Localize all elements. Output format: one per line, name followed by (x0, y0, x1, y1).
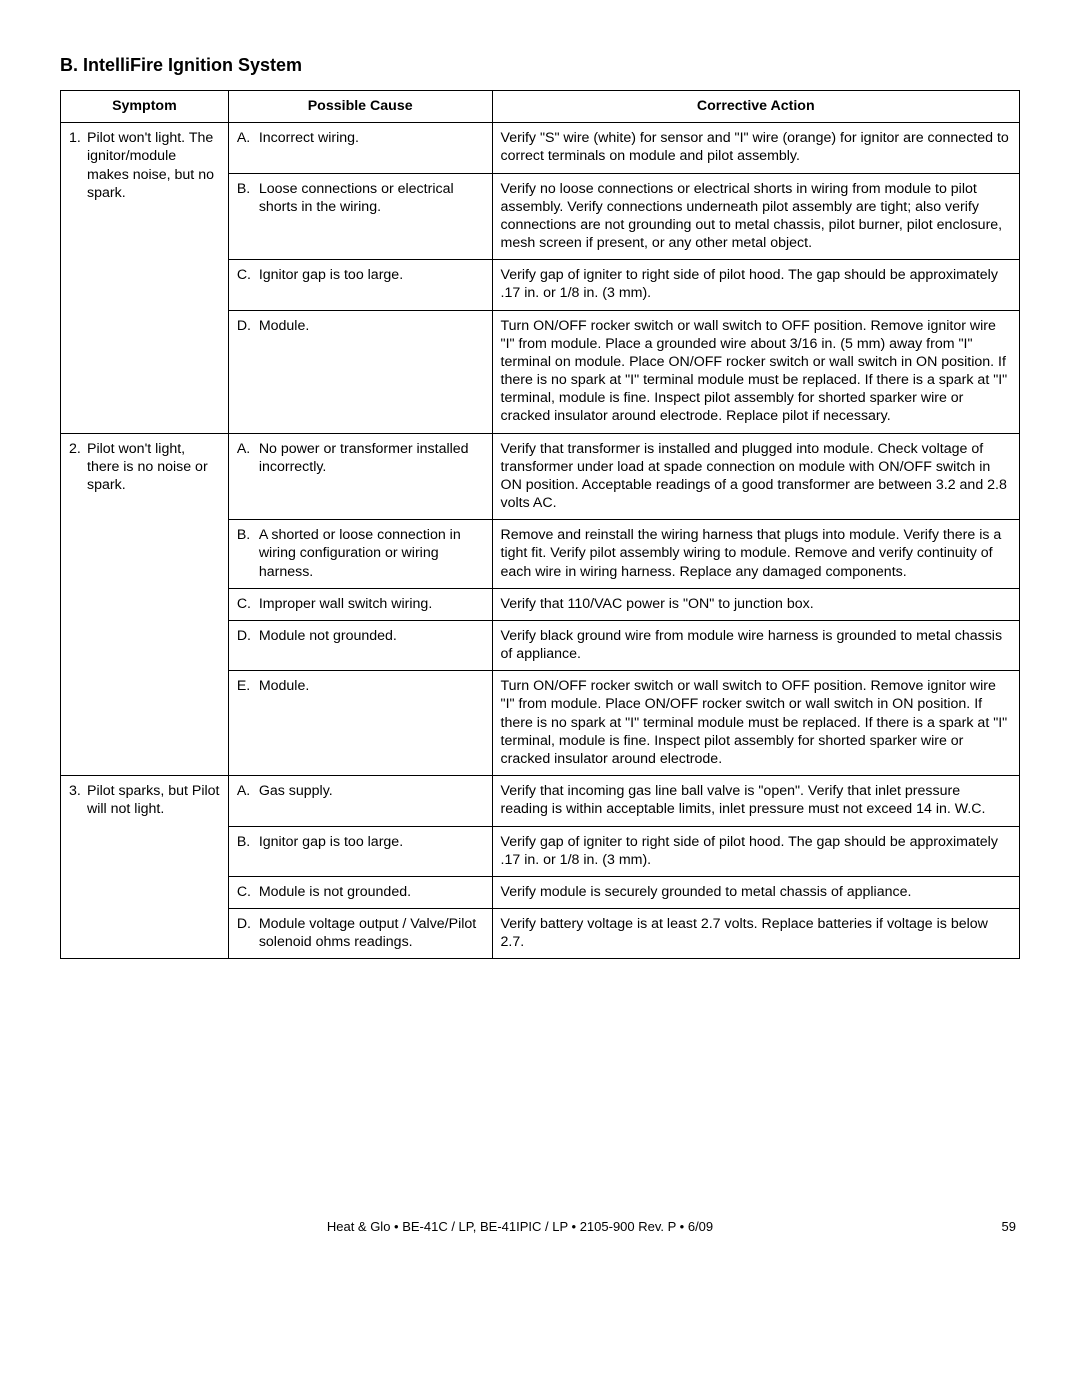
cause-text: Module is not grounded. (259, 883, 484, 901)
action-cell: Verify that incoming gas line ball valve… (492, 776, 1019, 826)
action-cell: Turn ON/OFF rocker switch or wall switch… (492, 310, 1019, 433)
cause-cell: C.Module is not grounded. (228, 876, 492, 908)
table-row: 3.Pilot sparks, but Pilot will not light… (61, 776, 1020, 826)
header-symptom: Symptom (61, 91, 229, 123)
cause-cell: C.Improper wall switch wiring. (228, 588, 492, 620)
cause-text: No power or transformer installed incorr… (259, 440, 484, 476)
cause-cell: E.Module. (228, 671, 492, 776)
cause-letter: A. (237, 782, 259, 800)
cause-cell: C.Ignitor gap is too large. (228, 260, 492, 310)
cause-text: Loose connections or electrical shorts i… (259, 180, 484, 216)
cause-letter: C. (237, 883, 259, 901)
cause-text: Module. (259, 317, 484, 335)
cause-text: Improper wall switch wiring. (259, 595, 484, 613)
cause-letter: B. (237, 526, 259, 581)
cause-text: Module not grounded. (259, 627, 484, 645)
symptom-text: Pilot won't light, there is no noise or … (87, 440, 220, 495)
cause-letter: D. (237, 317, 259, 335)
cause-text: Incorrect wiring. (259, 129, 484, 147)
cause-cell: B.A shorted or loose connection in wirin… (228, 520, 492, 589)
troubleshoot-table: Symptom Possible Cause Corrective Action… (60, 90, 1020, 959)
table-row: 1.Pilot won't light. The ignitor/module … (61, 123, 1020, 173)
cause-letter: A. (237, 129, 259, 147)
cause-letter: B. (237, 180, 259, 216)
symptom-number: 1. (69, 129, 87, 202)
cause-text: Gas supply. (259, 782, 484, 800)
cause-letter: A. (237, 440, 259, 476)
cause-text: A shorted or loose connection in wiring … (259, 526, 484, 581)
symptom-cell: 3.Pilot sparks, but Pilot will not light… (61, 776, 229, 959)
action-cell: Remove and reinstall the wiring harness … (492, 520, 1019, 589)
cause-cell: A.No power or transformer installed inco… (228, 433, 492, 520)
cause-letter: C. (237, 266, 259, 284)
action-cell: Verify gap of igniter to right side of p… (492, 826, 1019, 876)
cause-cell: D.Module voltage output / Valve/Pilot so… (228, 909, 492, 959)
cause-text: Ignitor gap is too large. (259, 833, 484, 851)
cause-cell: D.Module not grounded. (228, 620, 492, 670)
section-title: B. IntelliFire Ignition System (60, 55, 1020, 76)
cause-cell: D.Module. (228, 310, 492, 433)
action-cell: Verify module is securely grounded to me… (492, 876, 1019, 908)
action-cell: Verify black ground wire from module wir… (492, 620, 1019, 670)
action-cell: Verify no loose connections or electrica… (492, 173, 1019, 260)
cause-text: Module voltage output / Valve/Pilot sole… (259, 915, 484, 951)
cause-text: Module. (259, 677, 484, 695)
page-footer: Heat & Glo • BE-41C / LP, BE-41IPIC / LP… (60, 1219, 1020, 1234)
symptom-cell: 2.Pilot won't light, there is no noise o… (61, 433, 229, 776)
footer-page-num: 59 (976, 1219, 1016, 1234)
action-cell: Verify gap of igniter to right side of p… (492, 260, 1019, 310)
cause-cell: B.Loose connections or electrical shorts… (228, 173, 492, 260)
action-cell: Verify "S" wire (white) for sensor and "… (492, 123, 1019, 173)
action-cell: Verify battery voltage is at least 2.7 v… (492, 909, 1019, 959)
cause-letter: C. (237, 595, 259, 613)
header-cause: Possible Cause (228, 91, 492, 123)
cause-letter: B. (237, 833, 259, 851)
cause-letter: D. (237, 627, 259, 645)
cause-text: Ignitor gap is too large. (259, 266, 484, 284)
symptom-text: Pilot won't light. The ignitor/module ma… (87, 129, 220, 202)
cause-cell: A.Incorrect wiring. (228, 123, 492, 173)
action-cell: Turn ON/OFF rocker switch or wall switch… (492, 671, 1019, 776)
symptom-number: 3. (69, 782, 87, 818)
footer-doc-info: Heat & Glo • BE-41C / LP, BE-41IPIC / LP… (64, 1219, 976, 1234)
action-cell: Verify that transformer is installed and… (492, 433, 1019, 520)
cause-letter: D. (237, 915, 259, 951)
cause-letter: E. (237, 677, 259, 695)
symptom-cell: 1.Pilot won't light. The ignitor/module … (61, 123, 229, 433)
table-row: 2.Pilot won't light, there is no noise o… (61, 433, 1020, 520)
cause-cell: A.Gas supply. (228, 776, 492, 826)
symptom-text: Pilot sparks, but Pilot will not light. (87, 782, 220, 818)
cause-cell: B.Ignitor gap is too large. (228, 826, 492, 876)
action-cell: Verify that 110/VAC power is "ON" to jun… (492, 588, 1019, 620)
header-action: Corrective Action (492, 91, 1019, 123)
symptom-number: 2. (69, 440, 87, 495)
